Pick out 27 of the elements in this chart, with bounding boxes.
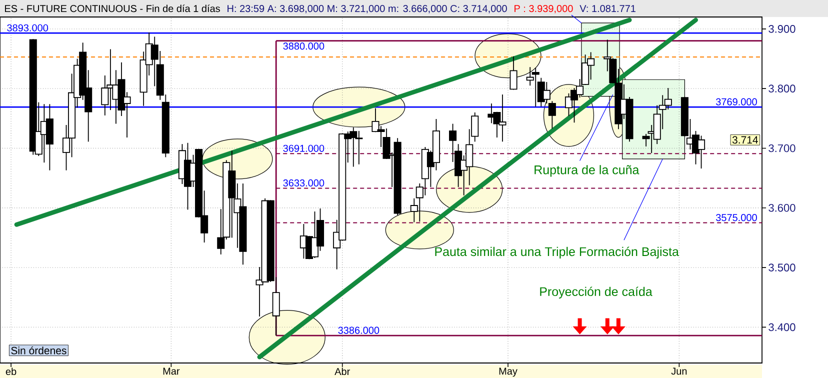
x-tick-label: Abr [334, 368, 350, 376]
chart-title: ES - FUTURE CONTINUOUS - Fin de día 1 días [5, 4, 220, 12]
annotation: Sin órdenes [11, 346, 66, 354]
ref-line-label: 3691.000 [283, 144, 324, 152]
ref-line-label: 3575.000 [716, 214, 757, 222]
x-tick-label: May [499, 368, 518, 377]
y-tick-label: 3.500 [768, 264, 796, 272]
y-tick-label: 3.900 [768, 25, 796, 33]
x-tick-label: Jun [671, 368, 687, 375]
text: P : 3.939,000 [514, 5, 573, 14]
chart-subtitle: H: 23:59 A: 3.698,000 M: 3.721,000 m: 3.666,000 C: 3.714,000 [228, 5, 507, 14]
y-tick-label: 3.700 [768, 144, 796, 152]
y-tick-label: 3.600 [768, 204, 796, 212]
annotation: Ruptura de la cuña [534, 165, 640, 177]
ref-line-label: 3880.000 [283, 42, 324, 50]
y-tick-label: 3.800 [768, 84, 796, 92]
annotation: Pauta similar a una Triple Formación Bajista [435, 246, 679, 259]
ref-line-label: 3893.000 [7, 24, 48, 32]
y-tick-label: 3.400 [768, 323, 796, 332]
text: V: 1.081.771 [580, 5, 636, 12]
ref-line-label: 3633.000 [283, 179, 324, 187]
ref-line-label: 3769.000 [716, 98, 757, 106]
annotation: Proyección de caída [540, 286, 652, 299]
annotation: 3.714 [732, 136, 758, 144]
x-tick-label: Mar [163, 368, 180, 375]
ref-line-label: 3386.000 [338, 326, 380, 334]
x-tick-label: eb [6, 368, 16, 376]
